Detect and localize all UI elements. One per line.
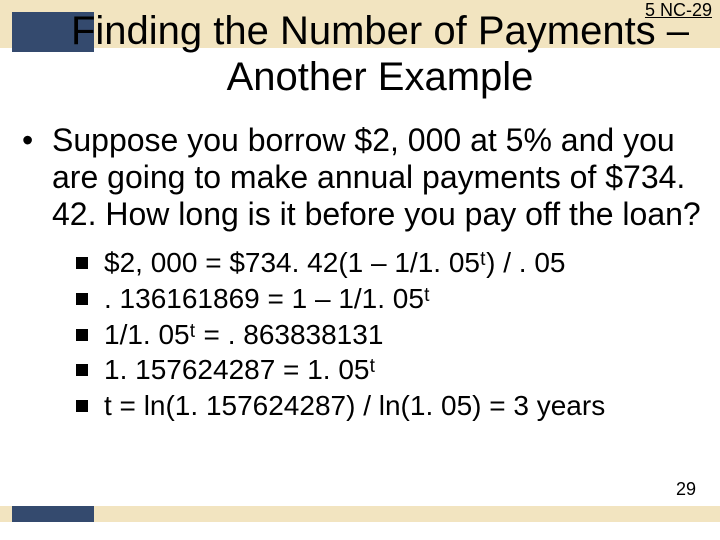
page-number: 29 bbox=[676, 479, 696, 500]
bullet-item: • Suppose you borrow $2, 000 at 5% and y… bbox=[22, 122, 702, 232]
sub-text: . 136161869 = 1 – 1/1. 05ᵗ bbox=[104, 282, 430, 316]
slide-body: • Suppose you borrow $2, 000 at 5% and y… bbox=[22, 122, 702, 424]
sub-text: 1/1. 05ᵗ = . 863838131 bbox=[104, 318, 383, 352]
slide: 5 NC-29 Finding the Number of Payments –… bbox=[0, 0, 720, 540]
sub-item: 1/1. 05ᵗ = . 863838131 bbox=[76, 318, 702, 352]
sub-item: t = ln(1. 157624287) / ln(1. 05) = 3 yea… bbox=[76, 389, 702, 423]
footer-band bbox=[0, 506, 720, 522]
sub-bullet-icon bbox=[76, 400, 88, 412]
sub-bullet-icon bbox=[76, 293, 88, 305]
sub-bullet-icon bbox=[76, 329, 88, 341]
footer-accent-block bbox=[12, 506, 94, 522]
sub-bullet-icon bbox=[76, 257, 88, 269]
sub-item: $2, 000 = $734. 42(1 – 1/1. 05ᵗ) / . 05 bbox=[76, 246, 702, 280]
sub-list: $2, 000 = $734. 42(1 – 1/1. 05ᵗ) / . 05 … bbox=[76, 246, 702, 422]
bullet-text: Suppose you borrow $2, 000 at 5% and you… bbox=[52, 122, 702, 232]
sub-item: 1. 157624287 = 1. 05ᵗ bbox=[76, 353, 702, 387]
sub-text: $2, 000 = $734. 42(1 – 1/1. 05ᵗ) / . 05 bbox=[104, 246, 566, 280]
sub-item: . 136161869 = 1 – 1/1. 05ᵗ bbox=[76, 282, 702, 316]
sub-bullet-icon bbox=[76, 364, 88, 376]
bullet-marker: • bbox=[22, 122, 52, 159]
sub-text: 1. 157624287 = 1. 05ᵗ bbox=[104, 353, 376, 387]
sub-text: t = ln(1. 157624287) / ln(1. 05) = 3 yea… bbox=[104, 389, 605, 423]
slide-title: Finding the Number of Payments – Another… bbox=[60, 8, 700, 100]
